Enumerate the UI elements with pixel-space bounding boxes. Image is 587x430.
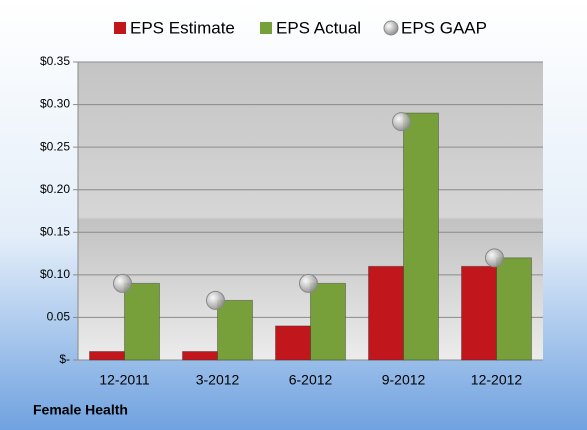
y-tick-label: $0.15: [40, 224, 70, 238]
legend-swatch: [383, 20, 399, 36]
gaap-point: [392, 112, 411, 132]
gaap-point: [485, 248, 504, 268]
x-tick-label: 12-2012: [471, 372, 523, 388]
gaap-point: [299, 273, 318, 293]
gaap-point: [113, 273, 132, 293]
bar: [182, 350, 218, 361]
x-tick-label: 3-2012: [196, 372, 240, 388]
footer-label: Female Health: [33, 402, 128, 418]
bar: [275, 325, 311, 361]
gaap-point: [206, 290, 225, 310]
y-tick-label: $0.20: [40, 182, 70, 196]
bar: [461, 265, 497, 361]
legend-label: EPS GAAP: [401, 18, 487, 37]
bar: [217, 299, 253, 361]
x-tick-label: 12-2011: [99, 372, 150, 388]
y-tick-label: $0.25: [40, 139, 70, 153]
y-tick-label: $-: [59, 352, 70, 366]
bar: [89, 350, 125, 361]
bar: [403, 112, 439, 361]
legend-label: EPS Actual: [276, 18, 361, 37]
bar: [496, 257, 532, 361]
y-tick-label: $0.30: [40, 97, 70, 111]
x-tick-label: 9-2012: [382, 372, 426, 388]
legend-swatch: [260, 22, 272, 34]
x-tick-label: 6-2012: [289, 372, 333, 388]
y-tick-label: 0.05: [47, 310, 71, 324]
legend-label: EPS Estimate: [130, 18, 235, 37]
y-tick-label: $0.35: [40, 54, 70, 68]
bar: [310, 282, 346, 361]
legend-swatch: [114, 22, 126, 34]
y-tick-label: $0.10: [40, 267, 70, 281]
bar: [368, 265, 404, 361]
bar: [124, 282, 160, 361]
